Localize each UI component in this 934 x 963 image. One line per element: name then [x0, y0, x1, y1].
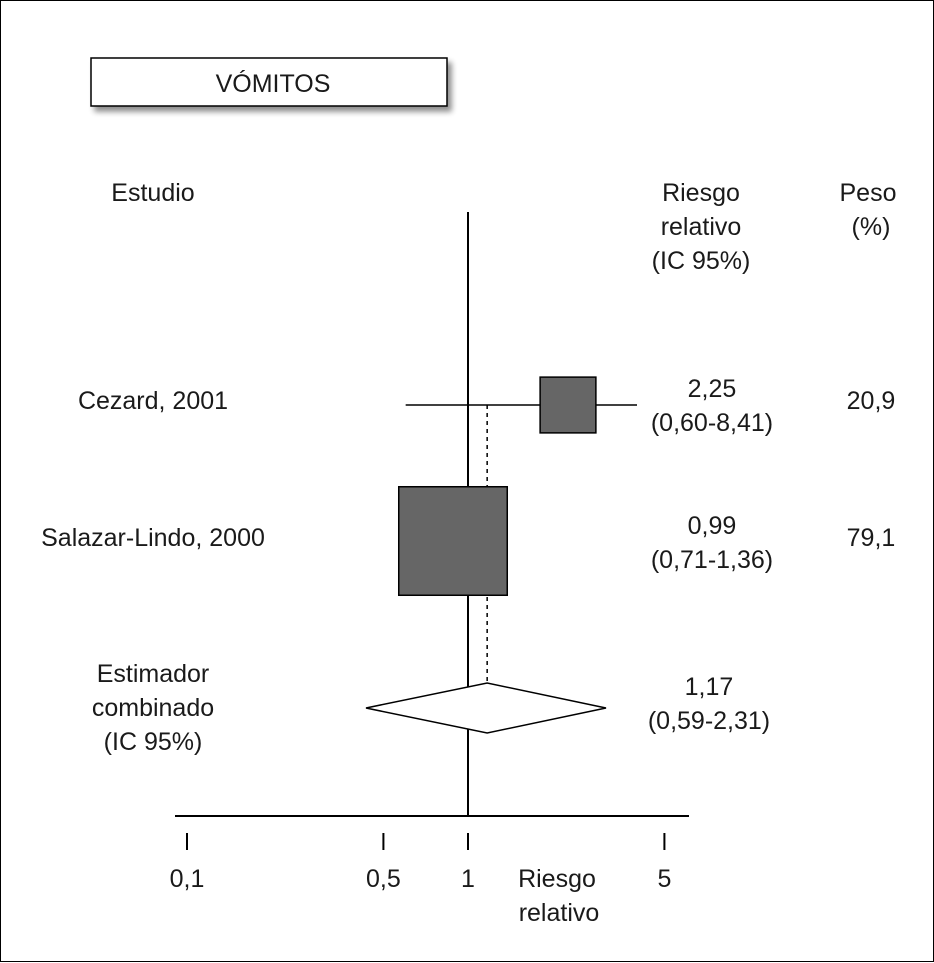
pooled-diamond — [365, 682, 607, 734]
weight-header-line-2: (%) — [852, 213, 891, 241]
rr-header-line-2: relativo — [661, 213, 742, 241]
x-tick-label: 0,1 — [170, 865, 205, 893]
study-rr-value: 0,99 — [688, 512, 737, 540]
study-point-square — [539, 376, 597, 434]
study-header: Estudio — [111, 179, 194, 207]
study-point-square — [397, 485, 509, 597]
study-label: Cezard, 2001 — [78, 387, 228, 415]
study-ci-value: (0,71-1,36) — [651, 546, 773, 574]
rr-header-line-1: Riesgo — [662, 179, 740, 207]
weight-header-line-1: Peso — [840, 179, 897, 207]
pooled-label-line-1: Estimador — [97, 660, 210, 688]
title-box — [90, 57, 448, 107]
pooled-label-line-2: combinado — [92, 694, 214, 722]
x-tick-label: 1 — [461, 865, 475, 893]
x-tick-label: 0,5 — [366, 865, 401, 893]
x-axis-label-line-2: relativo — [519, 899, 600, 927]
rr-header-line-3: (IC 95%) — [652, 247, 751, 275]
study-ci-value: (0,60-8,41) — [651, 409, 773, 437]
plot-area: 0,1 0,5 1 5 Riesgo relativo Cezard, 2001 2,25 (0… — [41, 212, 895, 927]
study-rr-value: 2,25 — [688, 375, 737, 403]
pooled-rr-value: 1,17 — [685, 673, 734, 701]
chart-title: VÓMITOS — [216, 69, 331, 98]
x-axis-label-line-1: Riesgo — [518, 865, 596, 893]
study-label: Salazar-Lindo, 2000 — [41, 524, 265, 552]
x-tick-label: 5 — [657, 865, 671, 893]
pooled-ci-value: (0,59-2,31) — [648, 707, 770, 735]
study-weight-value: 79,1 — [847, 524, 896, 552]
study-weight-value: 20,9 — [847, 387, 896, 415]
pooled-label-line-3: (IC 95%) — [104, 728, 203, 756]
